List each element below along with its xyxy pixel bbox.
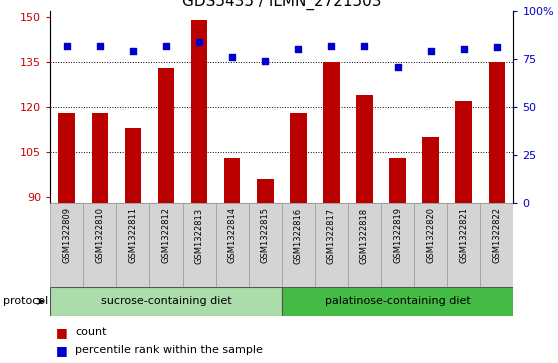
Bar <box>480 203 513 287</box>
Bar <box>124 128 141 203</box>
Bar <box>455 101 472 203</box>
Text: GSM1322812: GSM1322812 <box>161 207 171 264</box>
Text: sucrose-containing diet: sucrose-containing diet <box>100 296 232 306</box>
Text: GSM1322809: GSM1322809 <box>62 207 71 264</box>
Text: palatinose-containing diet: palatinose-containing diet <box>325 296 470 306</box>
Bar <box>150 203 182 287</box>
Bar <box>282 203 315 287</box>
Point <box>261 58 270 64</box>
Bar <box>422 137 439 203</box>
Bar <box>50 287 282 316</box>
Bar <box>447 203 480 287</box>
Text: protocol: protocol <box>3 296 48 306</box>
Text: GSM1322820: GSM1322820 <box>426 207 435 264</box>
Bar <box>356 95 373 203</box>
Point <box>294 46 303 52</box>
Point <box>128 48 137 54</box>
Text: GSM1322822: GSM1322822 <box>492 207 501 264</box>
Text: GSM1322817: GSM1322817 <box>327 207 336 264</box>
Point <box>360 42 369 48</box>
Bar <box>50 203 83 287</box>
Bar <box>381 203 414 287</box>
Text: ■: ■ <box>56 344 68 357</box>
Bar <box>389 158 406 203</box>
Text: GSM1322811: GSM1322811 <box>128 207 137 264</box>
Text: GSM1322816: GSM1322816 <box>294 207 303 264</box>
Bar <box>83 203 117 287</box>
Bar <box>348 203 381 287</box>
Text: GSM1322819: GSM1322819 <box>393 207 402 264</box>
Bar <box>158 68 174 203</box>
Text: GSM1322815: GSM1322815 <box>261 207 270 264</box>
Text: ■: ■ <box>56 326 68 339</box>
Text: count: count <box>75 327 107 337</box>
Bar <box>489 62 505 203</box>
Bar <box>215 203 249 287</box>
Text: GSM1322813: GSM1322813 <box>195 207 204 264</box>
Text: GSM1322818: GSM1322818 <box>360 207 369 264</box>
Bar <box>257 179 273 203</box>
Bar <box>224 158 240 203</box>
Point <box>327 42 336 48</box>
Bar <box>92 113 108 203</box>
Bar <box>191 20 208 203</box>
Bar <box>182 203 215 287</box>
Point <box>228 54 237 60</box>
Bar <box>315 203 348 287</box>
Bar <box>282 287 513 316</box>
Bar <box>117 203 150 287</box>
Bar <box>249 203 282 287</box>
Bar <box>59 113 75 203</box>
Bar <box>290 113 306 203</box>
Point <box>426 48 435 54</box>
Point <box>195 39 204 45</box>
Point <box>162 42 171 48</box>
Point <box>62 42 71 48</box>
Text: GSM1322810: GSM1322810 <box>95 207 104 264</box>
Title: GDS5435 / ILMN_2721503: GDS5435 / ILMN_2721503 <box>182 0 382 9</box>
Text: GSM1322821: GSM1322821 <box>459 207 468 264</box>
Point <box>459 46 468 52</box>
Point <box>393 64 402 70</box>
Bar <box>414 203 447 287</box>
Bar <box>323 62 340 203</box>
Point <box>95 42 104 48</box>
Point <box>492 45 501 50</box>
Text: percentile rank within the sample: percentile rank within the sample <box>75 345 263 355</box>
Text: GSM1322814: GSM1322814 <box>228 207 237 264</box>
